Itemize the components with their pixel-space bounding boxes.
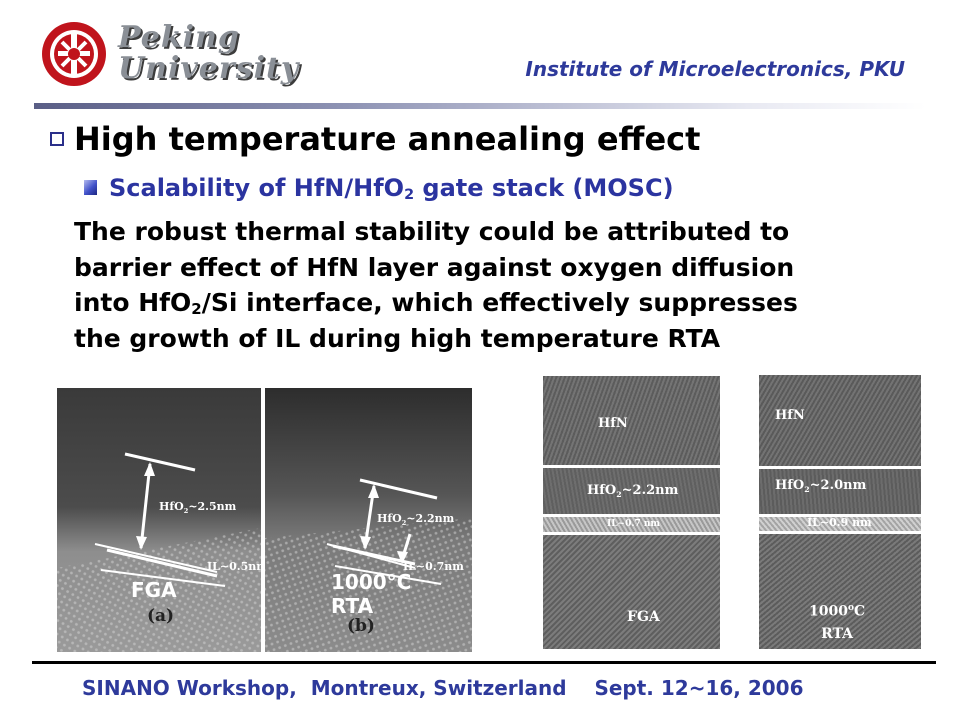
- anneal-label: 1000°C RTA: [331, 570, 412, 618]
- pku-seal-logo: [40, 20, 108, 88]
- hfn-layer-label: HfN: [598, 416, 628, 431]
- checkbox-bullet-icon: [50, 132, 64, 146]
- square-bullet-icon: [84, 180, 97, 195]
- body-line: barrier effect of HfN layer against oxyg…: [74, 252, 795, 282]
- hfo2-thickness-label: HfO2~2.0nm: [775, 478, 867, 494]
- anneal-label: FGA: [131, 578, 177, 602]
- hfn-layer-label: HfN: [775, 408, 805, 423]
- tem-image-fga-right: HfN HfO2~2.2nm IL~0.7 nm FGA: [543, 376, 720, 649]
- il-thickness-label: IL~0.7 nm: [607, 519, 660, 529]
- body-line: into HfO2/Si interface, which effectivel…: [74, 288, 798, 318]
- footer-text: SINANO Workshop, Montreux, Switzerland S…: [82, 676, 804, 700]
- body-line: the growth of IL during high temperature…: [74, 323, 721, 353]
- il-thickness-label: IL~0.5nm: [207, 560, 261, 573]
- footer-divider: [32, 661, 936, 664]
- institute-name: Institute of Microelectronics, PKU: [525, 57, 905, 81]
- hfo2-thickness-label: HfO2~2.5nm: [159, 500, 237, 515]
- footer-event: SINANO Workshop, Montreux, Switzerland: [82, 676, 567, 700]
- il-thickness-label: IL~0.7nm: [403, 560, 464, 573]
- slide-subheading: Scalability of HfN/HfO2 gate stack (MOSC…: [84, 174, 674, 202]
- tem-image-rta: HfO2~2.2nm IL~0.7nm 1000°C RTA (b): [265, 388, 472, 652]
- image-caption: (b): [347, 616, 375, 636]
- logo-wordmark: Peking University: [118, 20, 300, 86]
- hfo2-thickness-label: HfO2~2.2nm: [377, 512, 455, 527]
- anneal-label: FGA: [627, 609, 660, 625]
- tem-image-fga: HfO2~2.5nm IL~0.5nm FGA (a): [57, 388, 261, 652]
- hfo2-thickness-label: HfO2~2.2nm: [587, 483, 679, 499]
- footer-date: Sept. 12~16, 2006: [594, 676, 804, 700]
- anneal-label: 1000oC RTA: [809, 603, 866, 642]
- slide-heading: High temperature annealing effect: [50, 120, 700, 158]
- il-thickness-label: IL~0.9 nm: [807, 516, 872, 529]
- image-caption: (a): [147, 606, 175, 626]
- header-divider: [34, 103, 926, 109]
- body-paragraph: The robust thermal stability could be at…: [74, 214, 934, 356]
- body-line: The robust thermal stability could be at…: [74, 217, 790, 246]
- tem-image-rta-right: HfN HfO2~2.0nm IL~0.9 nm 1000oC RTA: [759, 375, 921, 649]
